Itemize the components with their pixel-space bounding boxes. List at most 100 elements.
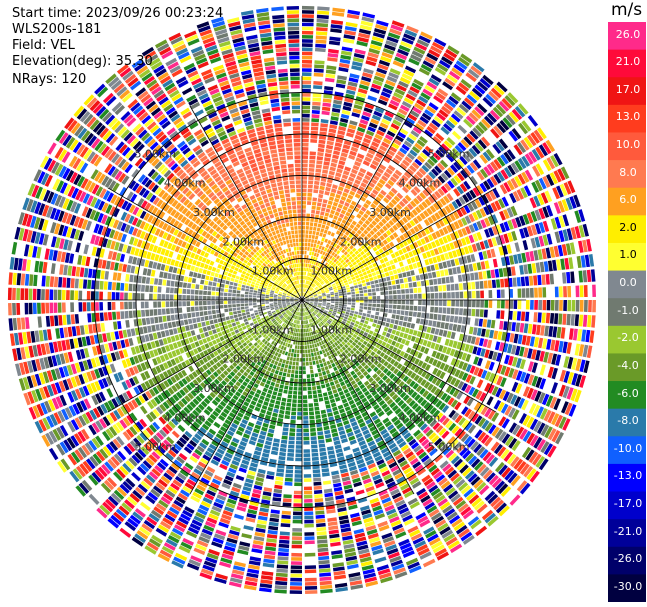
- velocity-cell: [480, 348, 486, 357]
- velocity-cell: [400, 444, 409, 452]
- velocity-cell: [448, 70, 461, 81]
- velocity-cell: [538, 144, 548, 157]
- velocity-cell: [297, 341, 300, 345]
- velocity-cell: [434, 212, 441, 220]
- velocity-cell: [379, 258, 385, 264]
- velocity-cell: [324, 348, 329, 353]
- velocity-cell: [401, 100, 412, 109]
- velocity-cell: [430, 300, 435, 306]
- velocity-cell: [535, 363, 542, 375]
- velocity-cell: [500, 448, 510, 460]
- velocity-cell: [329, 398, 336, 404]
- velocity-cell: [366, 171, 373, 178]
- velocity-cell: [314, 302, 318, 304]
- velocity-cell: [571, 373, 578, 386]
- velocity-cell: [320, 269, 324, 273]
- velocity-cell: [391, 264, 396, 270]
- velocity-cell: [479, 168, 489, 179]
- velocity-cell: [270, 368, 276, 374]
- velocity-cell: [367, 95, 377, 102]
- velocity-cell: [471, 144, 481, 155]
- velocity-cell: [290, 327, 293, 331]
- velocity-cell: [264, 414, 271, 420]
- velocity-cell: [346, 253, 351, 258]
- velocity-cell: [518, 444, 528, 456]
- velocity-cell: [311, 122, 319, 127]
- velocity-cell: [306, 255, 309, 259]
- velocity-cell: [509, 494, 521, 506]
- velocity-cell: [386, 318, 391, 323]
- velocity-cell: [303, 316, 306, 320]
- velocity-cell: [433, 95, 444, 104]
- velocity-cell: [333, 288, 338, 292]
- velocity-cell: [320, 459, 328, 465]
- velocity-cell: [302, 337, 305, 341]
- velocity-cell: [480, 261, 486, 270]
- velocity-cell: [328, 529, 339, 535]
- velocity-cell: [481, 328, 486, 337]
- velocity-cell: [404, 183, 412, 191]
- velocity-cell: [421, 474, 431, 483]
- velocity-cell: [420, 494, 431, 504]
- velocity-cell: [374, 217, 380, 223]
- velocity-cell: [310, 213, 315, 218]
- velocity-cell: [312, 331, 316, 335]
- velocity-cell: [302, 142, 309, 147]
- velocity-cell: [423, 458, 433, 467]
- velocity-cell: [357, 404, 364, 410]
- velocity-cell: [318, 439, 325, 444]
- velocity-cell: [302, 324, 304, 329]
- velocity-cell: [307, 386, 312, 391]
- velocity-cell: [457, 404, 466, 413]
- velocity-cell: [304, 494, 313, 499]
- velocity-cell: [527, 183, 536, 195]
- velocity-cell: [380, 189, 387, 196]
- velocity-cell: [472, 127, 482, 138]
- velocity-cell: [428, 183, 436, 192]
- velocity-cell: [484, 260, 490, 269]
- velocity-cell: [401, 338, 406, 345]
- velocity-cell: [378, 248, 384, 254]
- velocity-cell: [314, 248, 318, 253]
- velocity-cell: [418, 203, 425, 211]
- velocity-cell: [492, 188, 501, 199]
- velocity-cell: [318, 302, 322, 304]
- velocity-cell: [305, 301, 310, 304]
- velocity-cell: [307, 345, 310, 349]
- velocity-cell: [211, 541, 223, 549]
- velocity-cell: [390, 253, 396, 259]
- velocity-cell: [416, 139, 426, 148]
- velocity-cell: [393, 92, 404, 100]
- velocity-cell: [314, 64, 325, 69]
- velocity-cell: [491, 412, 500, 422]
- velocity-cell: [560, 258, 566, 270]
- velocity-cell: [273, 438, 280, 443]
- velocity-cell: [307, 291, 311, 295]
- velocity-cell: [264, 444, 271, 450]
- velocity-cell: [334, 574, 347, 580]
- velocity-cell: [360, 20, 374, 27]
- velocity-cell: [251, 432, 259, 438]
- velocity-cell: [302, 55, 313, 60]
- velocity-cell: [284, 385, 289, 390]
- velocity-cell: [450, 284, 455, 291]
- velocity-cell: [313, 311, 317, 315]
- velocity-cell: [252, 488, 262, 495]
- velocity-cell: [335, 315, 340, 319]
- velocity-cell: [322, 271, 327, 276]
- velocity-cell: [484, 71, 497, 83]
- velocity-cell: [357, 247, 363, 253]
- velocity-cell: [395, 499, 406, 507]
- velocity-cell: [308, 304, 312, 308]
- velocity-cell: [525, 199, 533, 210]
- velocity-cell: [309, 423, 316, 428]
- velocity-cell: [495, 461, 505, 473]
- velocity-cell: [481, 369, 488, 379]
- velocity-cell: [394, 56, 406, 64]
- velocity-cell: [414, 337, 420, 344]
- velocity-cell: [542, 287, 547, 298]
- velocity-cell: [276, 366, 281, 371]
- velocity-cell: [408, 565, 422, 574]
- velocity-cell: [322, 313, 326, 317]
- velocity-cell: [385, 229, 392, 236]
